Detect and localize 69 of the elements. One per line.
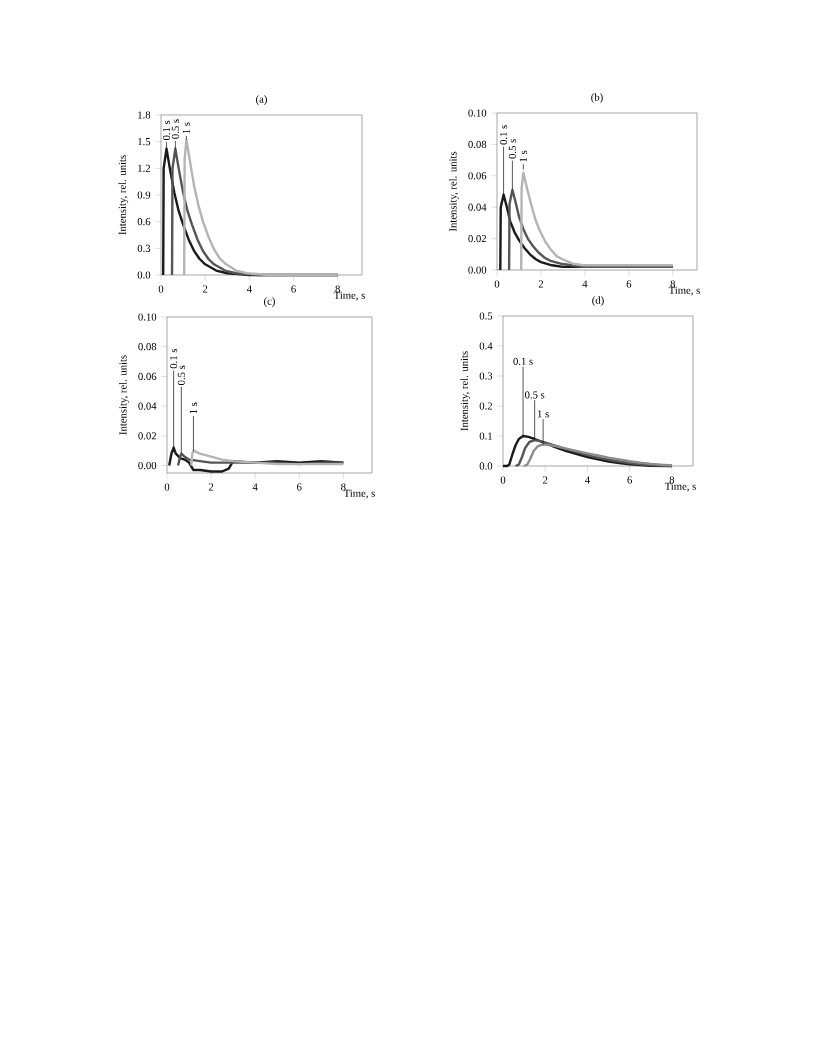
x-tick-label: 2 — [202, 285, 208, 293]
chart-title: (a) — [256, 95, 267, 105]
x-axis-title: Time, s — [664, 482, 696, 492]
y-tick-label: 0.0 — [479, 462, 493, 470]
x-tick-label: 0 — [500, 476, 506, 484]
y-tick-label: 0.0 — [137, 271, 151, 279]
annotation: 1 s — [519, 150, 527, 162]
y-tick-label: 0.10 — [468, 109, 487, 117]
x-axis-title: Time, s — [343, 489, 375, 499]
y-tick-label: 0.9 — [137, 191, 151, 199]
x-tick-label: 2 — [543, 476, 548, 484]
annotation: 1 s — [537, 410, 549, 418]
y-tick-label: 0.10 — [138, 313, 157, 321]
y-tick-label: 1.5 — [138, 138, 151, 146]
y-tick-label: 0.5 — [479, 312, 493, 320]
x-tick-label: 8 — [670, 280, 676, 288]
x-tick-label: 4 — [584, 476, 590, 484]
y-axis-title: Intensity, rel. units — [449, 151, 459, 232]
x-tick-label: 2 — [208, 483, 214, 491]
x-tick-label: 2 — [538, 280, 544, 288]
annotation: 0.5 s — [171, 119, 179, 139]
x-tick-label: 4 — [246, 285, 252, 293]
x-tick-label: 8 — [669, 476, 675, 484]
x-tick-label: 6 — [626, 280, 632, 288]
annotation: 0.1 s — [499, 125, 508, 145]
y-tick-label: 0.04 — [468, 203, 487, 211]
annotation: 0.1 s — [162, 120, 171, 141]
y-tick-label: 0.02 — [468, 234, 487, 243]
y-tick-label: 0.6 — [137, 218, 151, 226]
y-tick-label: 0.00 — [468, 266, 487, 274]
y-axis-title: Intensity, rel. units — [119, 355, 129, 435]
x-tick-label: 4 — [582, 280, 588, 288]
y-tick-label: 0.06 — [138, 372, 157, 381]
y-tick-label: 1.8 — [138, 111, 151, 119]
y-tick-label: 1.2 — [138, 164, 151, 172]
annotation: 0.1 s — [169, 348, 178, 369]
y-tick-label: 0.06 — [468, 172, 487, 180]
y-axis-title: Intensity, rel. units — [118, 155, 129, 235]
x-tick-label: 8 — [341, 483, 346, 491]
annotation: 0.5 s — [508, 139, 516, 159]
annotation: 0.5 s — [524, 391, 545, 399]
y-tick-label: 0.1 — [479, 432, 492, 440]
annotation: 0.1 s — [513, 357, 533, 365]
x-axis-title: Time, s — [668, 286, 700, 296]
y-tick-label: 0.08 — [468, 140, 487, 149]
x-tick-label: 6 — [291, 285, 296, 293]
y-tick-label: 0.3 — [479, 372, 493, 380]
y-tick-label: 0.08 — [138, 343, 157, 351]
chart-title: (c) — [264, 297, 275, 307]
y-axis-title: Intensity, rel. units — [460, 351, 471, 431]
y-tick-label: 0.2 — [479, 402, 493, 410]
y-tick-label: 0.04 — [138, 402, 157, 410]
y-tick-label: 0.02 — [138, 432, 157, 440]
chart-title: (b) — [591, 93, 603, 103]
x-tick-label: 8 — [335, 285, 340, 293]
y-tick-label: 0.3 — [137, 244, 151, 252]
chart-title: (d) — [592, 296, 604, 306]
y-tick-label: 0.00 — [138, 461, 157, 470]
annotation: 1 s — [189, 402, 198, 414]
x-tick-label: 4 — [252, 483, 258, 491]
x-tick-label: 0 — [158, 285, 164, 293]
x-tick-label: 0 — [164, 483, 170, 491]
y-tick-label: 0.4 — [479, 342, 493, 350]
x-axis-title: Time, s — [333, 291, 365, 301]
annotation: 0.5 s — [177, 365, 185, 385]
x-tick-label: 0 — [494, 280, 500, 288]
x-tick-label: 6 — [297, 483, 302, 491]
annotation: 1 s — [182, 122, 190, 134]
x-tick-label: 6 — [627, 476, 633, 484]
